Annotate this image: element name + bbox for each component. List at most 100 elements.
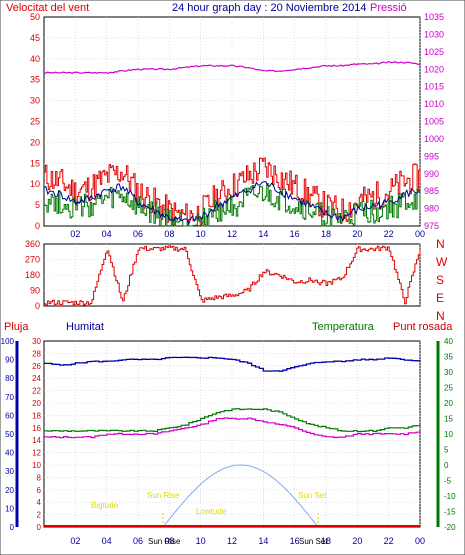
rain-tick: 10	[32, 461, 41, 470]
header-wind-label: Velocitat del vent	[6, 2, 89, 14]
annotation-sun-rise-top: Sun Rise	[147, 491, 180, 500]
direction-left-tick: 180	[25, 270, 40, 280]
temperature-tick: -20	[444, 523, 456, 532]
temperature-tick: 30	[444, 368, 453, 377]
pressure-right-tick: 1005	[424, 117, 444, 127]
rain-tick: 30	[32, 337, 41, 346]
x-tick-label: 14	[258, 536, 268, 546]
temperature-tick: 25	[444, 384, 453, 393]
x-tick-label: 10	[196, 536, 206, 546]
x-tick-label: 00	[415, 229, 425, 239]
humidity-tick: 80	[5, 374, 14, 383]
rain-tick: 2	[37, 511, 42, 520]
x-tick-label: 08	[164, 229, 174, 239]
direction-left-tick: 0	[35, 301, 40, 311]
temperature-tick: -15	[444, 508, 456, 517]
annotation-sun-set-bottom: Sun Set	[299, 537, 328, 546]
bottom-panel-lines	[44, 356, 421, 528]
rain-tick: 12	[32, 449, 41, 458]
compass-label: E	[436, 291, 444, 305]
direction-panel-lines	[44, 245, 421, 306]
x-tick-label: 18	[321, 536, 331, 546]
wind-left-tick: 5	[35, 200, 40, 210]
x-tick-label: 22	[384, 229, 394, 239]
compass-label: N	[436, 237, 445, 251]
pressure-right-tick: 1030	[424, 29, 444, 39]
x-tick-label: 04	[102, 229, 112, 239]
humidity-tick: 60	[5, 411, 14, 420]
rain-tick: 28	[32, 349, 41, 358]
wind-left-tick: 20	[30, 137, 40, 147]
rain-tick: 16	[32, 424, 41, 433]
header-pressure-label: Pressió	[370, 2, 407, 14]
x-tick-label: 02	[70, 229, 80, 239]
humidity-tick: 50	[5, 430, 14, 439]
temperature-tick: 5	[444, 446, 449, 455]
x-tick-label: 00	[415, 536, 425, 546]
pressure-right-tick: 1035	[424, 12, 444, 22]
temperature-tick: 35	[444, 353, 453, 362]
wind-left-tick: 15	[30, 158, 40, 168]
x-tick-label: 12	[227, 229, 237, 239]
annotation-sun-set-top: Sun Set	[298, 491, 327, 500]
x-tick-label: 16	[290, 536, 300, 546]
direction-left-tick: 360	[25, 239, 40, 249]
x-tick-label: 06	[133, 229, 143, 239]
x-tick-label: 02	[70, 536, 80, 546]
series-punt-rosada	[44, 417, 421, 439]
wind-left-tick: 35	[30, 75, 40, 85]
x-tick-label: 12	[227, 536, 237, 546]
humidity-tick: 30	[5, 467, 14, 476]
series-wind-direction	[44, 245, 421, 306]
rain-tick: 6	[37, 486, 42, 495]
label-pluja: Pluja	[4, 321, 29, 333]
x-tick-label: 18	[321, 229, 331, 239]
wind-left-tick: 0	[35, 221, 40, 231]
humidity-tick: 10	[5, 504, 14, 513]
rain-tick: 22	[32, 387, 41, 396]
rain-tick: 14	[32, 436, 41, 445]
humidity-tick: 90	[5, 356, 14, 365]
temperature-tick: 40	[444, 337, 453, 346]
x-tick-label: 04	[102, 536, 112, 546]
header-center-title: 24 hour graph day : 20 Noviembre 2014	[172, 2, 366, 14]
pressure-right-tick: 975	[424, 221, 439, 231]
rain-tick: 20	[32, 399, 41, 408]
direction-left-tick: 90	[30, 286, 40, 296]
series-humitat	[44, 356, 421, 372]
pressure-right-tick: 1020	[424, 64, 444, 74]
series-temperatura	[44, 408, 421, 433]
temperature-tick: 10	[444, 430, 453, 439]
direction-left-tick: 270	[25, 255, 40, 265]
rain-tick: 18	[32, 411, 41, 420]
rain-tick: 4	[37, 498, 42, 507]
sun-elevation-arc	[162, 464, 319, 528]
wind-panel-ticks: 0510152025303540455097598098599099510001…	[30, 12, 444, 239]
humidity-tick: 70	[5, 393, 14, 402]
pressure-right-tick: 990	[424, 169, 439, 179]
annotation-sun-rise-bottom: Sun Rise	[148, 537, 181, 546]
wind-left-tick: 30	[30, 96, 40, 106]
x-tick-label: 10	[196, 229, 206, 239]
pressure-right-tick: 1000	[424, 134, 444, 144]
compass-label: N	[436, 309, 445, 323]
series-pressio	[43, 61, 421, 75]
label-humitat: Humitat	[66, 321, 104, 333]
wind-left-tick: 40	[30, 54, 40, 64]
temperature-tick: 0	[444, 461, 449, 470]
wind-panel-lines	[43, 61, 421, 227]
humidity-tick: 100	[1, 337, 15, 346]
x-tick-label: 14	[258, 229, 268, 239]
rain-tick: 8	[37, 473, 42, 482]
pressure-right-tick: 1010	[424, 99, 444, 109]
direction-panel-grid	[44, 244, 421, 306]
x-tick-label: 08	[164, 536, 174, 546]
bottom-panel-ticks: 0102030405060708090100024681012141618202…	[1, 337, 456, 546]
wind-left-tick: 10	[30, 179, 40, 189]
temperature-tick: -10	[444, 492, 456, 501]
x-tick-label: 16	[290, 229, 300, 239]
temperature-tick: -5	[444, 477, 452, 486]
x-tick-label: 20	[352, 536, 362, 546]
label-punt-rosada: Punt rosada	[393, 321, 453, 333]
